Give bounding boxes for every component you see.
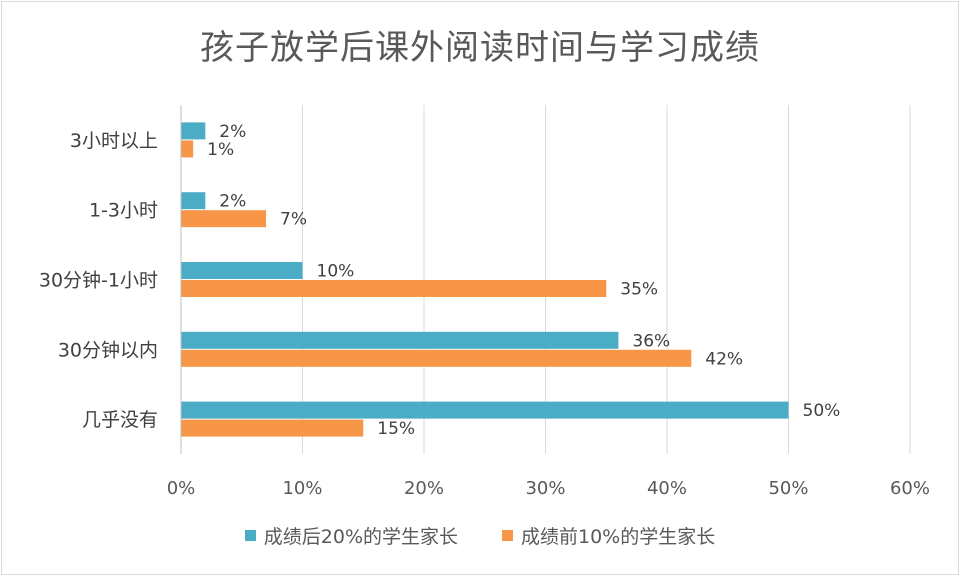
legend-swatch	[502, 530, 513, 541]
data-label: 35%	[620, 280, 658, 300]
x-tick-label: 0%	[167, 478, 196, 499]
data-label: 1%	[207, 140, 234, 160]
data-label: 2%	[219, 192, 246, 212]
chart-legend: 成绩后20%的学生家长 成绩前10%的学生家长	[2, 522, 958, 549]
bar-bottom20	[181, 401, 789, 419]
y-tick-label: 30分钟-1小时	[39, 270, 158, 292]
bar-bottom20	[181, 192, 206, 210]
legend-item: 成绩前10%的学生家长	[502, 522, 715, 549]
bar-top10	[181, 140, 194, 158]
bar-top10	[181, 210, 267, 228]
x-tick-label: 30%	[525, 478, 565, 499]
bar-top10	[181, 419, 364, 437]
x-tick-label: 40%	[647, 478, 687, 499]
data-label: 7%	[280, 210, 307, 230]
bar-bottom20	[181, 122, 206, 140]
legend-label: 成绩前10%的学生家长	[521, 526, 716, 548]
y-tick-label: 几乎没有	[82, 409, 158, 431]
legend-swatch	[244, 530, 256, 541]
legend-item: 成绩后20%的学生家长	[244, 522, 458, 549]
data-label: 10%	[317, 262, 355, 282]
data-label: 15%	[377, 419, 415, 439]
bar-bottom20	[181, 331, 619, 349]
y-tick-label: 3小时以上	[70, 130, 158, 152]
x-tick-label: 60%	[890, 478, 930, 499]
data-label: 2%	[219, 122, 246, 142]
chart-title: 孩子放学后课外阅读时间与学习成绩	[200, 28, 760, 68]
legend-label: 成绩后20%的学生家长	[263, 526, 458, 548]
bar-top10	[181, 280, 607, 297]
x-tick-label: 20%	[404, 478, 444, 499]
bar-bottom20	[181, 262, 303, 279]
x-tick-label: 50%	[768, 478, 808, 499]
data-label: 42%	[705, 349, 743, 369]
y-tick-label: 30分钟以内	[58, 339, 158, 361]
bar-top10	[181, 349, 692, 367]
y-tick-label: 1-3小时	[89, 200, 158, 222]
data-label: 36%	[632, 331, 670, 351]
data-label: 50%	[803, 401, 841, 421]
x-tick-label: 10%	[282, 478, 322, 499]
